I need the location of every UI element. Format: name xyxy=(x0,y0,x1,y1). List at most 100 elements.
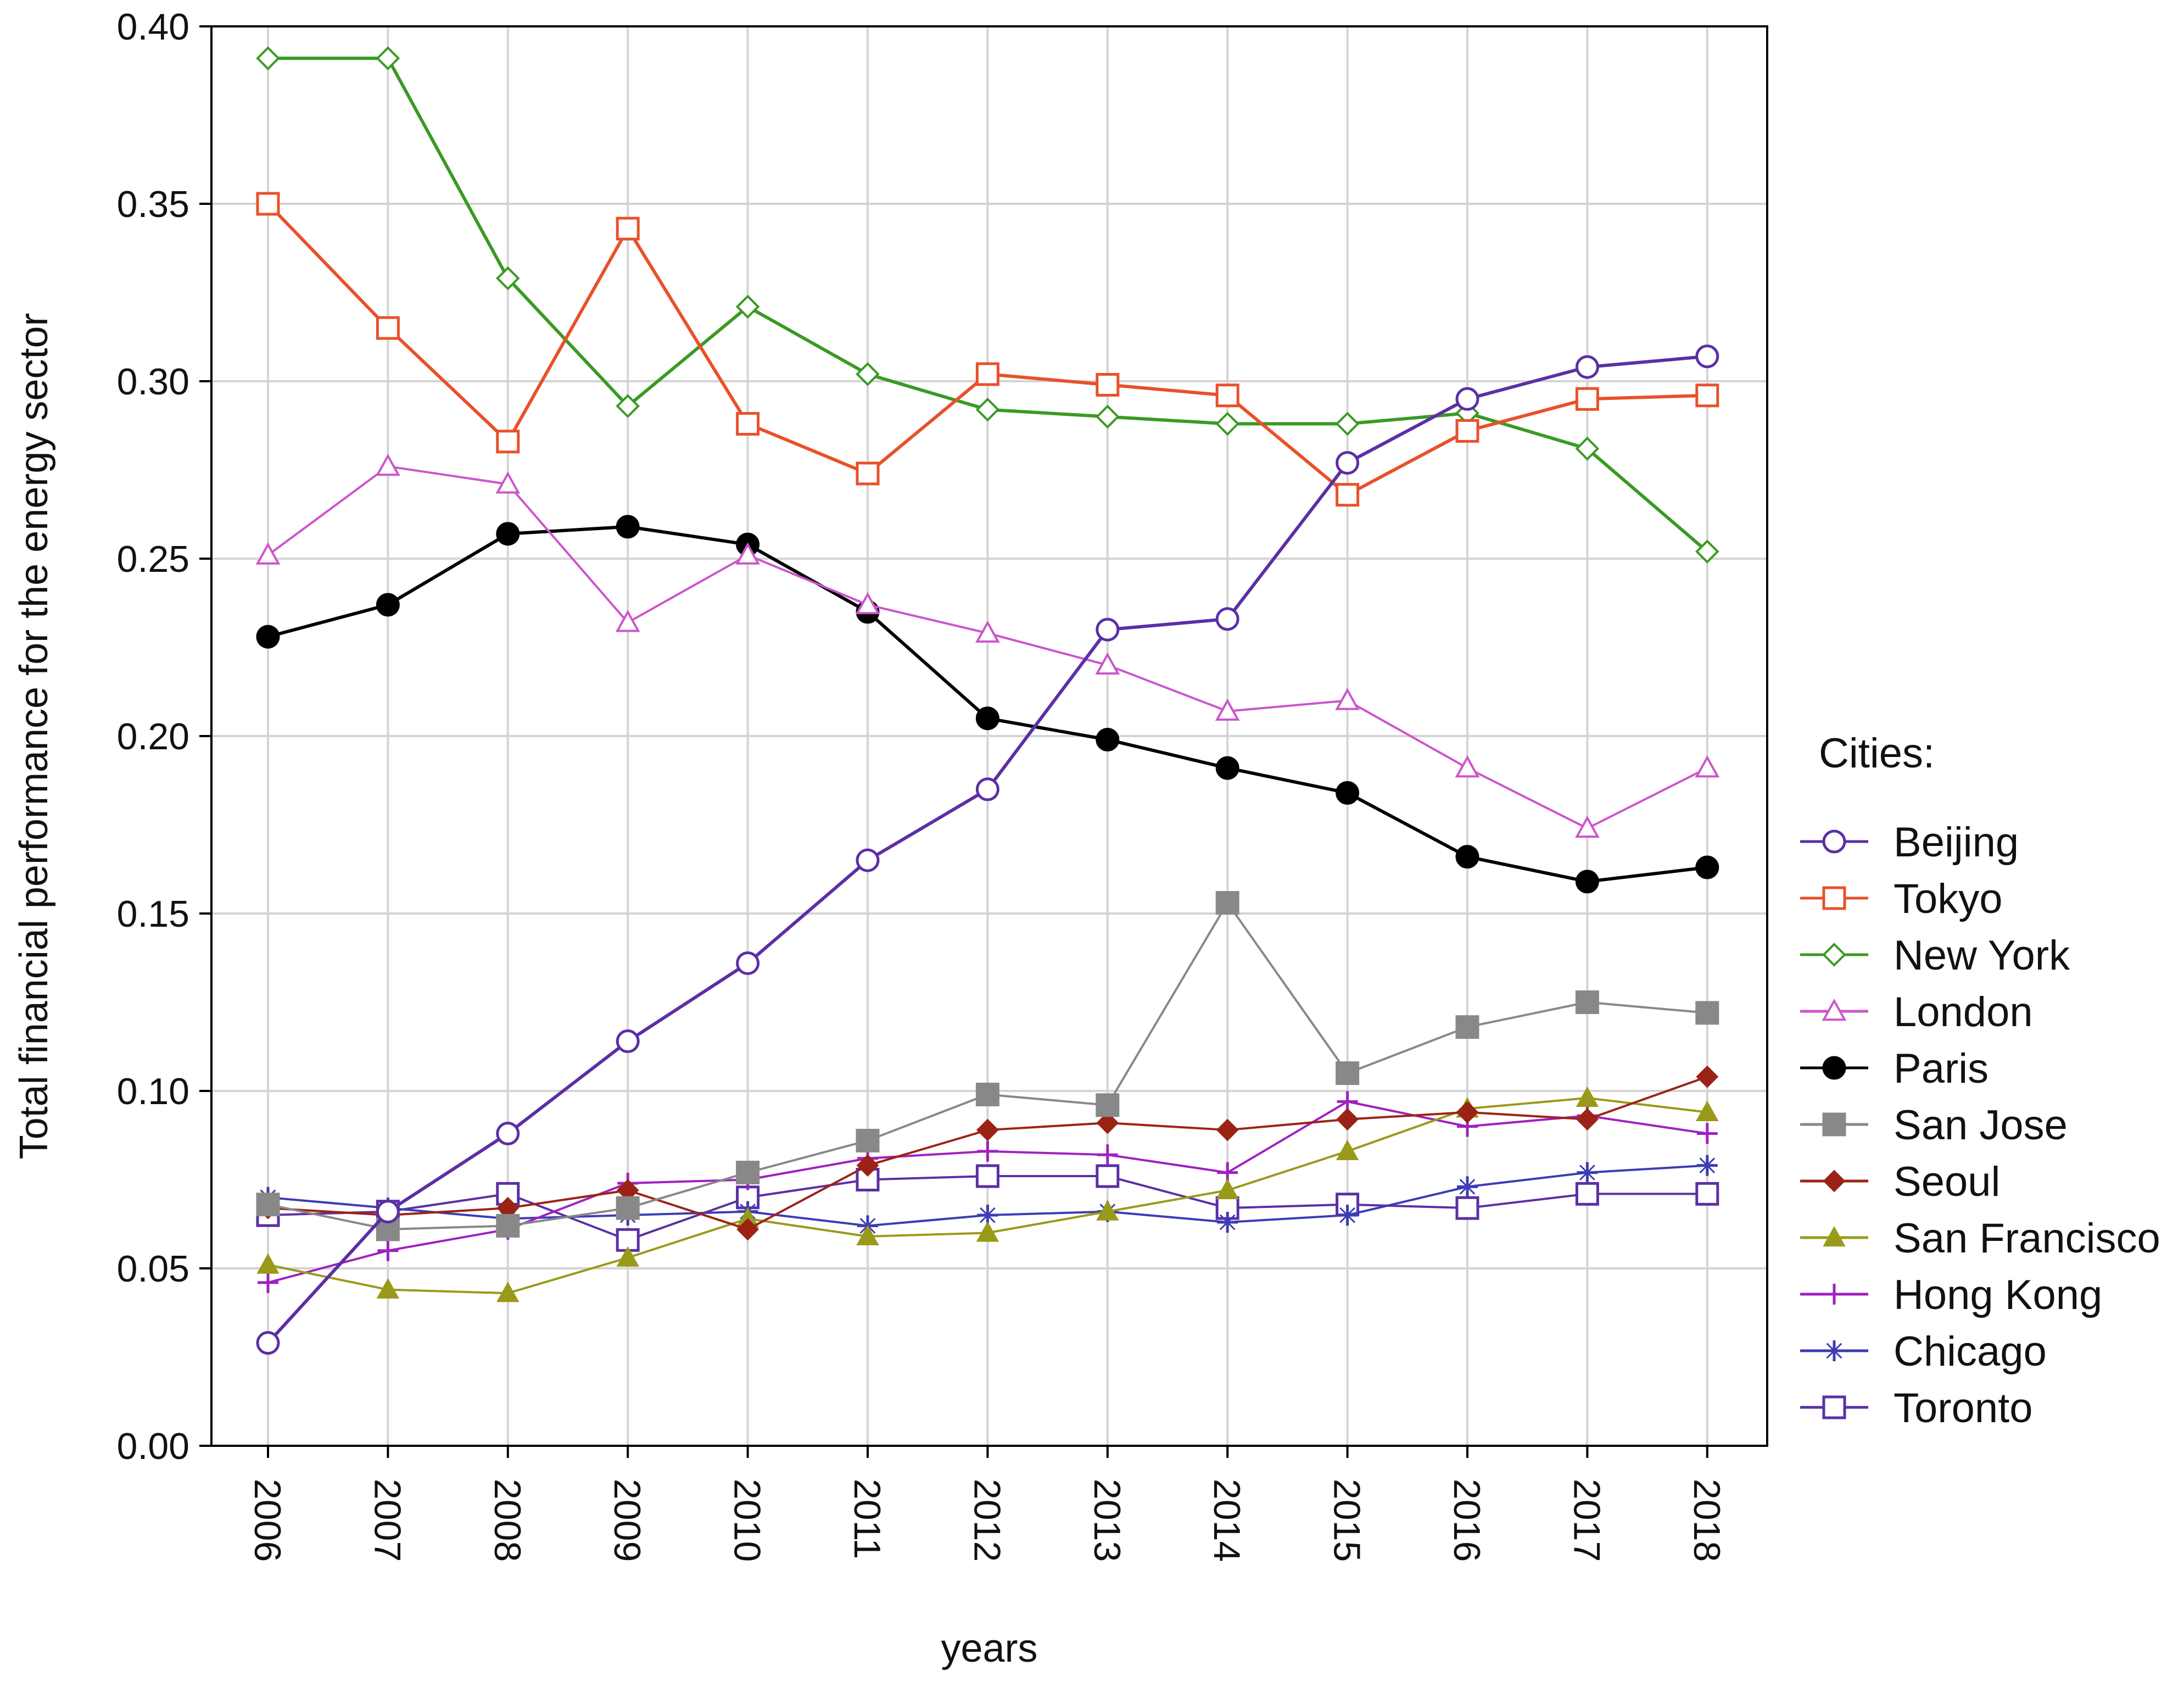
data-point xyxy=(1336,483,1360,507)
data-point xyxy=(856,461,880,486)
data-point xyxy=(855,592,880,615)
y-tick-label: 0.15 xyxy=(117,893,189,935)
data-point xyxy=(1095,652,1120,675)
legend-item-london: London xyxy=(1800,989,2033,1035)
data-point xyxy=(856,848,880,872)
data-point xyxy=(1096,1164,1120,1188)
data-point xyxy=(975,397,1000,422)
legend-label: New York xyxy=(1893,932,2070,979)
x-tick-label: 2016 xyxy=(1446,1479,1488,1562)
series-tokyo xyxy=(256,192,1719,507)
data-point xyxy=(1215,383,1239,408)
data-point xyxy=(977,1140,998,1162)
legend-label: San Francisco xyxy=(1893,1215,2160,1262)
data-point xyxy=(377,1240,399,1261)
x-tick-label: 2008 xyxy=(487,1479,528,1562)
series-beijing xyxy=(256,344,1719,1355)
legend-item-beijing: Beijing xyxy=(1800,819,2019,866)
data-point xyxy=(1457,1176,1478,1198)
legend-item-seoul: Seoul xyxy=(1800,1159,2000,1205)
legend-item-toronto: Toronto xyxy=(1800,1385,2033,1432)
data-point xyxy=(736,1161,760,1185)
axes: 0.00 0.05 0.10 0.15 0.20 0.25 0.30 0.35 0.40 2006… xyxy=(117,6,1728,1562)
data-point xyxy=(735,542,760,565)
data-point xyxy=(616,1246,639,1267)
data-point xyxy=(975,620,1000,643)
data-point xyxy=(1696,1065,1719,1088)
y-tick-label: 0.25 xyxy=(117,538,189,580)
data-point xyxy=(1336,1139,1359,1161)
data-point xyxy=(736,951,760,975)
legend-marker xyxy=(1822,943,1846,967)
data-point xyxy=(376,316,400,340)
data-point xyxy=(1695,383,1719,408)
data-point xyxy=(1216,1178,1239,1200)
y-tick-label: 0.35 xyxy=(117,183,189,225)
x-tick-label: 2013 xyxy=(1086,1479,1128,1562)
data-point xyxy=(736,412,760,436)
data-point xyxy=(256,1253,280,1274)
legend-label: Hong Kong xyxy=(1893,1272,2102,1318)
data-point xyxy=(496,522,520,546)
data-point xyxy=(495,266,520,291)
y-axis-title: Total financial performance for the ener… xyxy=(12,313,56,1160)
data-point xyxy=(256,46,280,70)
data-point xyxy=(1337,1205,1358,1226)
legend-item-san-jose: San Jose xyxy=(1800,1102,2068,1149)
legend-marker xyxy=(1824,1284,1845,1305)
legend-marker xyxy=(1824,1340,1845,1361)
data-point xyxy=(856,1154,879,1177)
series-lines xyxy=(255,46,1720,1355)
x-tick-label: 2011 xyxy=(846,1479,888,1559)
legend-item-hong-kong: Hong Kong xyxy=(1800,1272,2102,1318)
data-point xyxy=(1215,698,1240,721)
x-tick-label: 2017 xyxy=(1566,1479,1607,1562)
x-tick-label: 2010 xyxy=(727,1479,768,1562)
data-point xyxy=(496,430,520,454)
data-point xyxy=(735,294,760,319)
data-point xyxy=(1095,404,1120,429)
y-tick-label: 0.10 xyxy=(117,1071,189,1112)
data-point xyxy=(976,1118,999,1141)
legend-label: London xyxy=(1893,989,2033,1035)
data-point xyxy=(1096,617,1120,642)
legend-label: Seoul xyxy=(1893,1159,2000,1205)
data-point xyxy=(256,1331,280,1355)
data-point xyxy=(1455,845,1479,869)
x-tick-label: 2009 xyxy=(606,1479,648,1562)
data-point xyxy=(975,706,999,731)
x-tick-label: 2018 xyxy=(1686,1479,1728,1562)
y-tick-label: 0.05 xyxy=(117,1248,189,1290)
data-point xyxy=(1215,891,1239,915)
data-point xyxy=(256,625,280,649)
legend-label: San Jose xyxy=(1893,1102,2068,1149)
data-point xyxy=(736,1218,759,1241)
data-point xyxy=(256,192,280,216)
y-tick-label: 0.30 xyxy=(117,361,189,403)
data-point xyxy=(1575,387,1599,411)
x-tick-label: 2015 xyxy=(1326,1479,1368,1562)
data-point xyxy=(1456,1101,1479,1124)
data-point xyxy=(1215,607,1239,631)
data-point xyxy=(255,542,281,565)
data-point xyxy=(615,610,640,632)
legend-item-new-york: New York xyxy=(1800,932,2070,979)
data-point xyxy=(496,1282,520,1302)
data-point xyxy=(975,362,999,386)
data-point xyxy=(258,1272,278,1293)
x-tick-label: 2014 xyxy=(1206,1479,1248,1562)
data-point xyxy=(1455,419,1479,443)
data-point xyxy=(1575,1182,1599,1206)
data-point xyxy=(1575,355,1599,379)
legend-item-tokyo: Tokyo xyxy=(1800,876,2003,922)
data-point xyxy=(1215,756,1239,780)
data-point xyxy=(1455,387,1479,411)
x-axis-title: years xyxy=(941,1627,1037,1670)
x-tick-label: 2012 xyxy=(966,1479,1008,1562)
data-point xyxy=(1576,1108,1599,1131)
data-point xyxy=(1217,1212,1238,1233)
data-point xyxy=(1097,1144,1118,1166)
data-point xyxy=(495,471,521,494)
data-point xyxy=(1216,1118,1239,1141)
series-new-york xyxy=(256,46,1719,564)
